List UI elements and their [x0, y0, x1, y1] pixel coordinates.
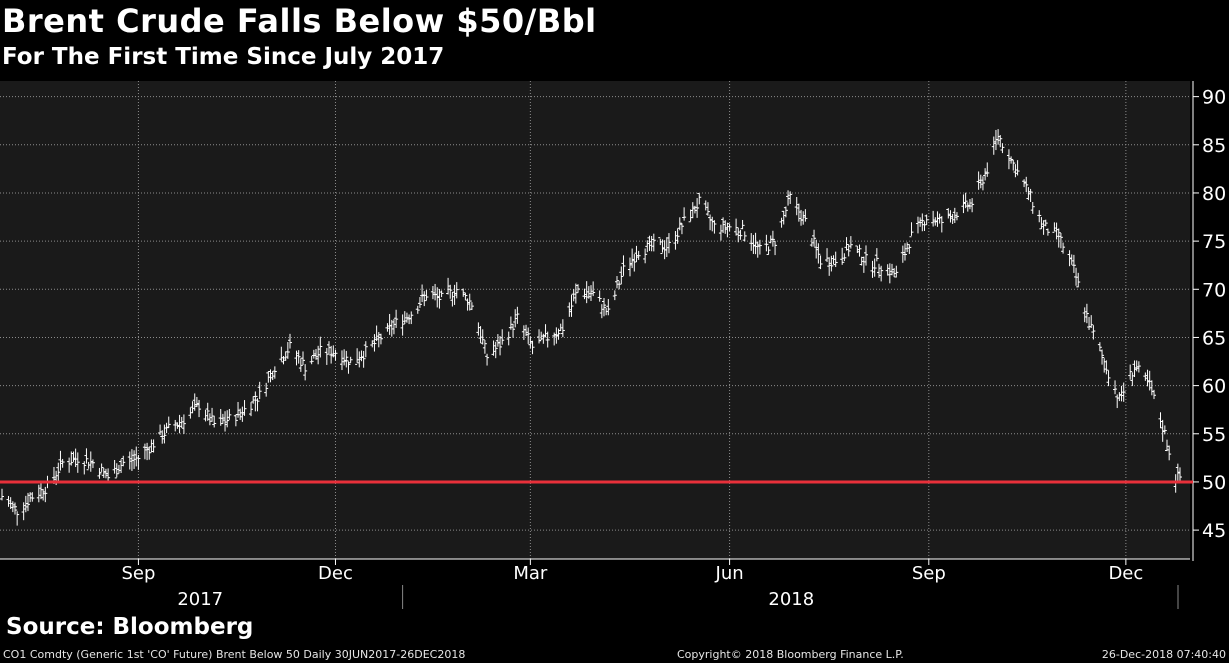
chart-subtitle: For The First Time Since July 2017: [2, 44, 445, 70]
y-tick-label: 80: [1202, 183, 1226, 205]
footer-bar: CO1 Comdty (Generic 1st 'CO' Future) Bre…: [0, 645, 1229, 663]
price-chart-svg: 45 50 55 60 65 70 75 80 85 90 Sep Dec Mar Jun Sep Dec 20…: [0, 81, 1226, 610]
x-month-label: Dec: [1108, 563, 1143, 584]
y-tick-label: 90: [1202, 87, 1226, 109]
chart-title: Brent Crude Falls Below $50/Bbl: [2, 2, 597, 40]
plot-area: [0, 81, 1190, 559]
x-year-label: 2017: [177, 589, 223, 610]
x-month-label: Sep: [912, 563, 946, 584]
x-month-label: Dec: [318, 563, 353, 584]
y-tick-label: 65: [1202, 327, 1226, 349]
source-label: Source: Bloomberg: [6, 614, 254, 640]
y-tick-label: 45: [1202, 520, 1226, 542]
footer-ticker-info: CO1 Comdty (Generic 1st 'CO' Future) Bre…: [3, 648, 466, 661]
y-tick-label: 70: [1202, 279, 1226, 301]
y-tick-label: 55: [1202, 424, 1226, 446]
y-tick-label: 75: [1202, 231, 1226, 253]
y-tick-label: 60: [1202, 376, 1226, 398]
y-tick-label: 85: [1202, 135, 1226, 157]
price-chart: 45 50 55 60 65 70 75 80 85 90 Sep Dec Mar Jun Sep Dec 20…: [0, 81, 1229, 612]
x-month-label: Jun: [715, 563, 744, 584]
x-month-label: Mar: [513, 563, 548, 584]
footer-copyright: Copyright© 2018 Bloomberg Finance L.P.: [677, 648, 904, 661]
x-month-label: Sep: [121, 563, 155, 584]
y-tick-label: 50: [1202, 472, 1226, 494]
x-year-label: 2018: [768, 589, 814, 610]
footer-timestamp: 26-Dec-2018 07:40:40: [1101, 648, 1226, 661]
